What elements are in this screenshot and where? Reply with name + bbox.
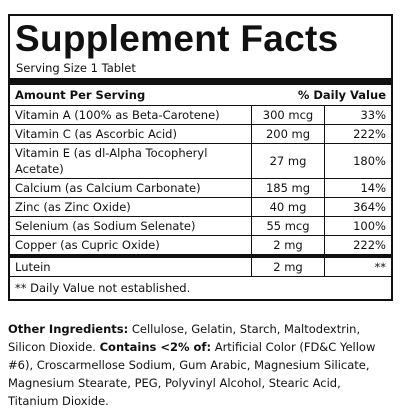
nutrient-row: Lutein 2 mg ** bbox=[10, 254, 391, 277]
amount: 200 mg bbox=[251, 124, 325, 144]
label: Contains <2% of: bbox=[99, 340, 212, 354]
column-header: Amount Per Serving bbox=[10, 78, 252, 106]
daily-value: 180% bbox=[324, 143, 391, 179]
nutrient-row: Vitamin C (as Ascorbic Acid) 200 mg 222% bbox=[10, 124, 391, 144]
nutrient-name: Vitamin A (100% as Beta-Carotene) bbox=[10, 105, 252, 125]
nutrient-row: Calcium (as Calcium Carbonate) 185 mg 14% bbox=[10, 178, 391, 198]
nutrient-row: Vitamin E (as dl-Alpha Tocopheryl Acetat… bbox=[10, 143, 391, 179]
nutrient-name: Vitamin C (as Ascorbic Acid) bbox=[10, 124, 252, 144]
nutrient-row: Vitamin A (100% as Beta-Carotene) 300 mcg… bbox=[10, 105, 391, 125]
amount: 40 mg bbox=[251, 197, 325, 217]
title: Supplement Facts bbox=[15, 18, 339, 59]
amount: 2 mg bbox=[251, 254, 325, 277]
amount: 55 mcg bbox=[251, 216, 325, 236]
nutrient-name: Calcium (as Calcium Carbonate) bbox=[10, 178, 252, 198]
daily-value: 14% bbox=[324, 178, 391, 198]
text: Cellulose, Gelatin, Starch, Maltodextrin… bbox=[8, 322, 361, 354]
serving-size: Serving Size 1 Tablet bbox=[16, 61, 136, 75]
daily-value: 100% bbox=[324, 216, 391, 236]
amount: 2 mg bbox=[251, 235, 325, 257]
daily-value: 364% bbox=[324, 197, 391, 217]
nutrient-row: Selenium (as Sodium Selenate) 55 mcg 100% bbox=[10, 216, 391, 236]
amount: 185 mg bbox=[251, 178, 325, 198]
nutrient-row: Copper (as Cupric Oxide) 2 mg 222% bbox=[10, 235, 391, 257]
daily-value: ** bbox=[324, 254, 391, 277]
nutrient-name: Lutein bbox=[10, 254, 252, 277]
amount: 300 mcg bbox=[251, 105, 325, 125]
daily-value: 222% bbox=[324, 235, 391, 257]
nutrient-row: Zinc (as Zinc Oxide) 40 mg 364% bbox=[10, 197, 391, 217]
nutrient-name: Selenium (as Sodium Selenate) bbox=[10, 216, 252, 236]
label: Other Ingredients: bbox=[8, 322, 129, 336]
ingredients: Other Ingredients: Cellulose, Gelatin, S… bbox=[8, 320, 390, 410]
text: Artificial Color (FD&C Yellow #6), Crosc… bbox=[8, 340, 376, 408]
nutrient-name: Zinc (as Zinc Oxide) bbox=[10, 197, 252, 217]
daily-value: 33% bbox=[324, 105, 391, 125]
daily-value: 222% bbox=[324, 124, 391, 144]
header-row: Amount Per Serving % Daily Value bbox=[10, 78, 391, 106]
column-header: % Daily Value bbox=[251, 78, 391, 106]
facts-panel: Supplement Facts Serving Size 1 Tablet A… bbox=[8, 14, 393, 301]
nutrient-name: Vitamin E (as dl-Alpha Tocopheryl Acetat… bbox=[10, 143, 252, 179]
nutrient-name: Copper (as Cupric Oxide) bbox=[10, 235, 252, 257]
facts-table: Amount Per Serving % Daily Value Vitamin… bbox=[10, 78, 391, 277]
footnote: ** Daily Value not established. bbox=[15, 281, 191, 295]
amount: 27 mg bbox=[251, 143, 325, 179]
